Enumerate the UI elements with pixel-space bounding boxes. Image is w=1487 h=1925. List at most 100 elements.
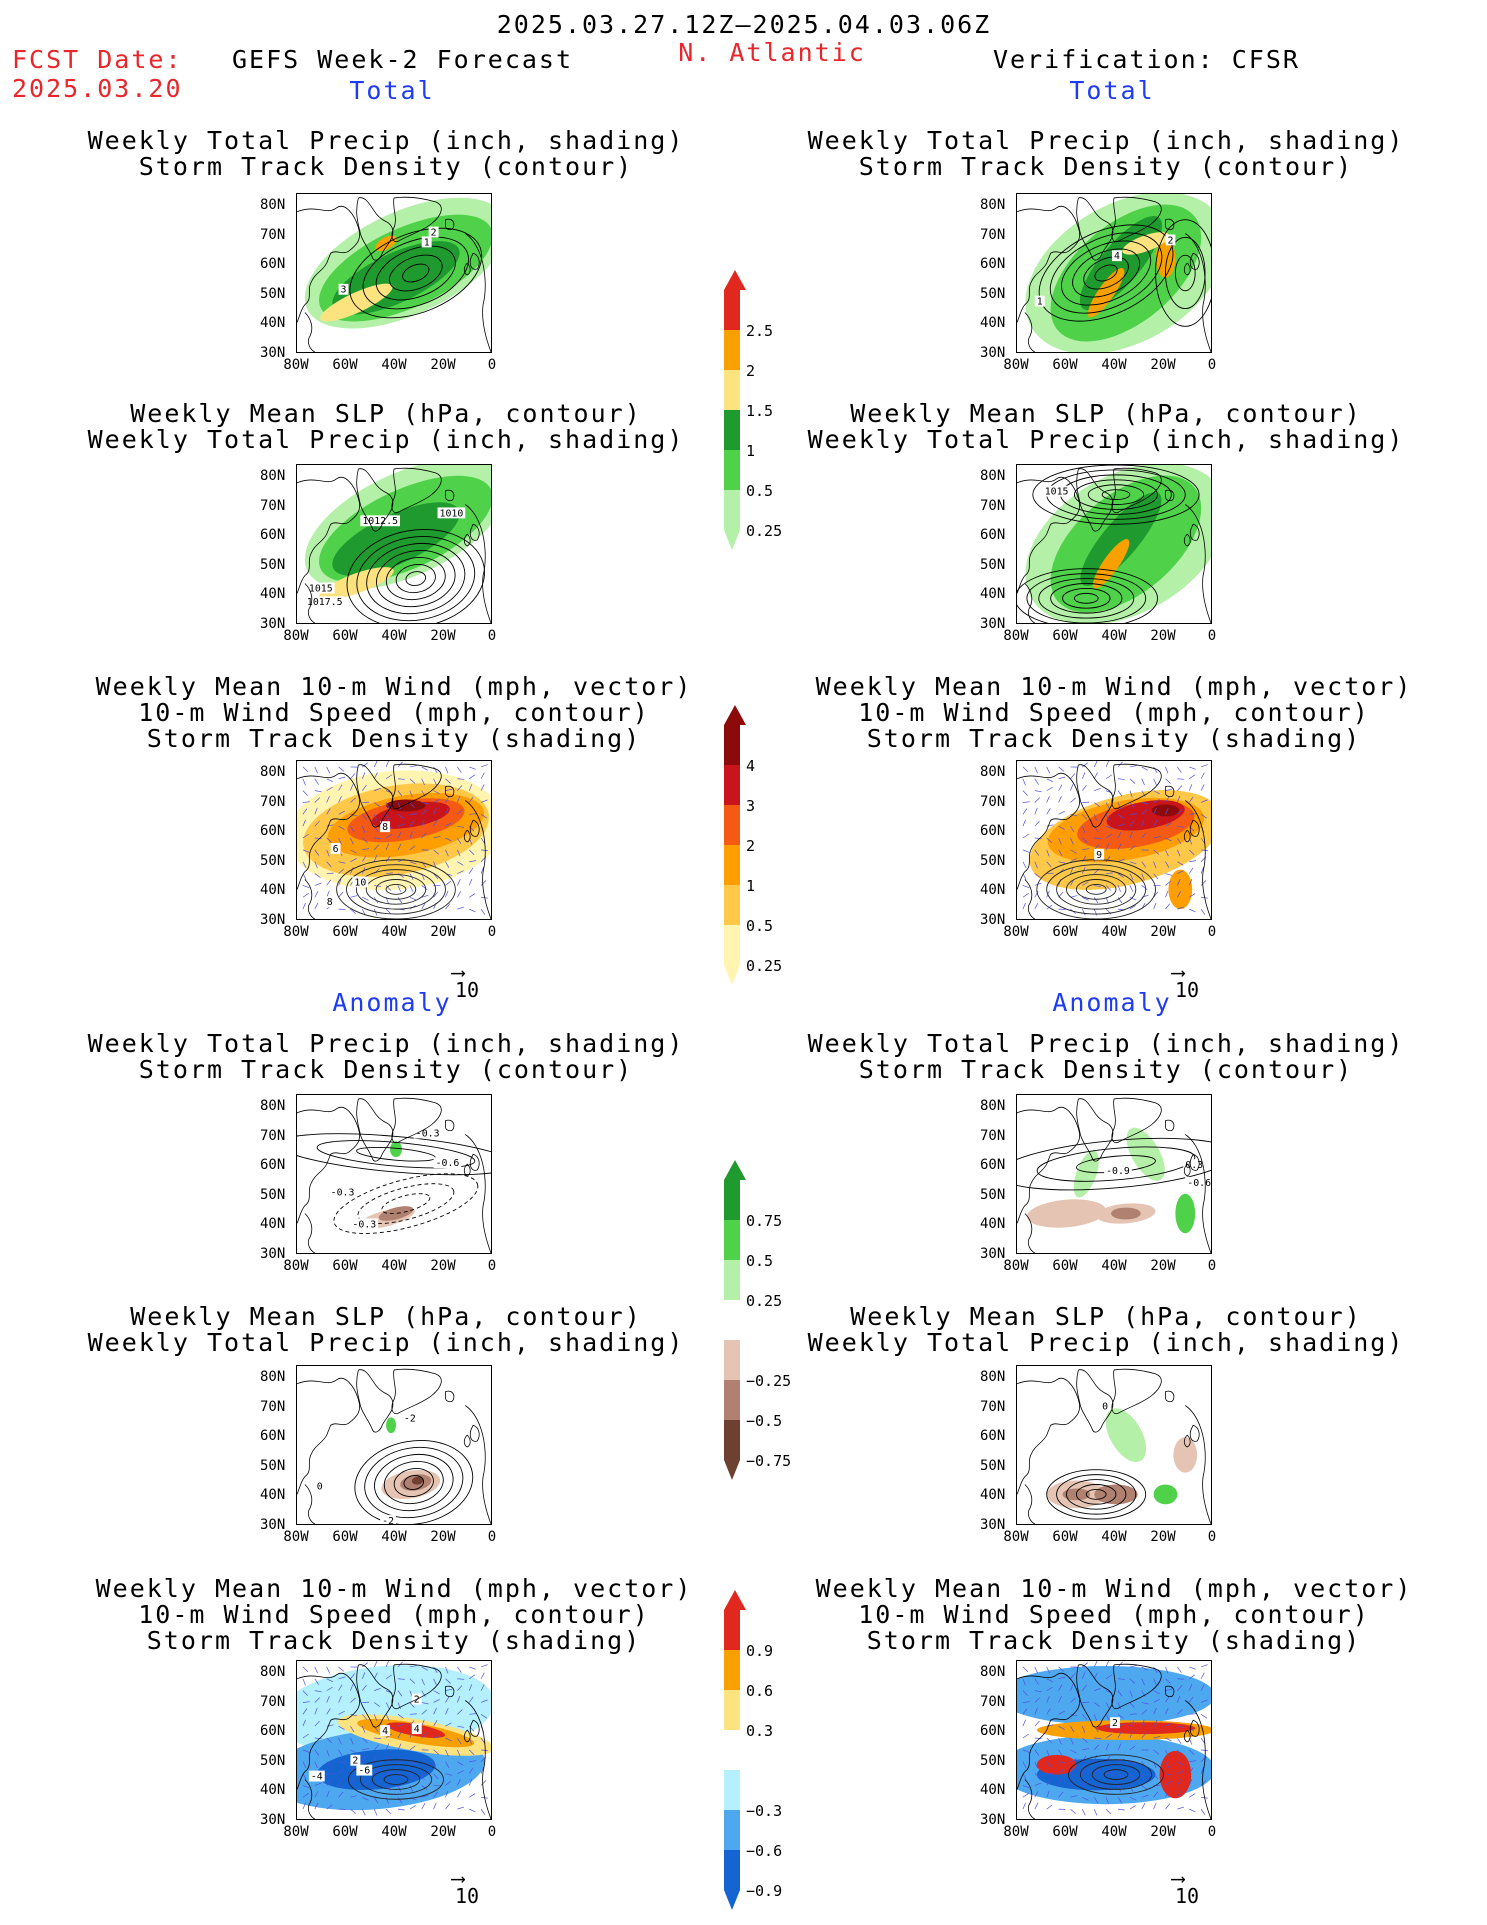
colorbar-segment [724, 845, 740, 885]
lon-tick-label: 60W [332, 1258, 358, 1274]
colorbar-segment [724, 1340, 740, 1380]
svg-text:-0.6: -0.6 [1187, 1178, 1211, 1189]
lat-tick-label: 50N [980, 1457, 1006, 1474]
lon-tick-label: 40W [1101, 357, 1127, 373]
lat-tick-label: 30N [260, 911, 286, 928]
lat-tick-label: 80N [980, 1369, 1006, 1385]
colorbar-precip-total-swatches [724, 270, 746, 550]
lon-tick-label: 0 [1207, 1529, 1217, 1545]
svg-text:6: 6 [333, 844, 339, 855]
lon-tick-label: 60W [1052, 924, 1078, 940]
lat-tick-label: 60N [260, 1157, 286, 1173]
lat-tick-label: 70N [260, 497, 286, 514]
lat-tick-label: 30N [980, 911, 1006, 928]
map-fcst-wind-track: 8 6 10 8 [296, 760, 492, 920]
map-verif-anom-precip-track: -0.9 0.3 -0.6 [1016, 1094, 1212, 1254]
lat-tick-label: 80N [260, 468, 286, 484]
lat-tick-label: 30N [980, 1516, 1006, 1533]
lon-tick-label: 0 [1207, 628, 1217, 644]
colorbar-segment [724, 410, 740, 450]
lon-tick-label: 80W [1003, 1529, 1029, 1545]
lon-tick-label: 20W [1150, 1824, 1176, 1840]
vector-ref-arrow-verif: ⟶ [1172, 960, 1185, 984]
map-verif-slp-precip: 1015 [1016, 464, 1212, 624]
map-fcst-slp-precip: 1012.5 1010 1015 1017.5 [296, 464, 492, 624]
lat-tick-label: 50N [260, 1186, 286, 1203]
lon-tick-label: 20W [430, 1258, 456, 1274]
lon-tick-label: 0 [1207, 1824, 1217, 1840]
region-title: N. Atlantic [678, 38, 866, 67]
lon-tick-label: 0 [487, 628, 497, 644]
lat-tick-label: 60N [260, 256, 286, 272]
lat-tick-label: 80N [260, 1664, 286, 1680]
title-fcst-anom-slp-precip: Weekly Mean SLP (hPa, contour) Weekly To… [87, 1302, 685, 1357]
lon-tick-label: 0 [487, 1824, 497, 1840]
svg-text:1010: 1010 [440, 508, 464, 519]
lon-tick-label: 40W [1101, 1824, 1127, 1840]
svg-text:2: 2 [431, 227, 437, 238]
verification-title: Verification: CFSR [993, 45, 1300, 74]
lat-tick-label: 60N [980, 1723, 1006, 1739]
title-fcst-slp-precip: Weekly Mean SLP (hPa, contour) Weekly To… [87, 399, 685, 454]
lon-tick-label: 0 [487, 1529, 497, 1545]
colorbar-segment [724, 1690, 740, 1730]
svg-text:8: 8 [382, 822, 388, 833]
title-verif-anom-slp-precip: Weekly Mean SLP (hPa, contour) Weekly To… [807, 1302, 1405, 1357]
lat-tick-label: 40N [260, 586, 286, 602]
lon-tick-label: 60W [332, 924, 358, 940]
colorbar-segment [724, 1650, 740, 1690]
svg-text:0.3: 0.3 [1185, 1160, 1203, 1171]
lat-tick-label: 30N [980, 1245, 1006, 1262]
colorbar-label: 0.5 [746, 1252, 774, 1270]
colorbar-segment [724, 1420, 740, 1460]
section-anomaly-right: Anomaly [1052, 988, 1172, 1017]
lon-tick-label: 20W [1150, 924, 1176, 940]
lat-tick-label: 50N [980, 556, 1006, 573]
lat-tick-label: 70N [260, 1127, 286, 1144]
lat-tick-label: 30N [980, 615, 1006, 632]
lon-tick-label: 60W [332, 1824, 358, 1840]
lat-tick-label: 50N [260, 285, 286, 302]
lon-tick-label: 0 [487, 1258, 497, 1274]
lat-tick-label: 80N [260, 764, 286, 780]
lat-tick-label: 40N [260, 315, 286, 331]
lon-tick-label: 40W [381, 924, 407, 940]
svg-text:1: 1 [424, 237, 430, 248]
svg-text:1: 1 [1037, 297, 1043, 308]
lat-tick-label: 40N [980, 882, 1006, 898]
lon-tick-label: 80W [1003, 628, 1029, 644]
lon-tick-label: 80W [1003, 357, 1029, 373]
svg-text:4: 4 [1114, 251, 1120, 262]
map-graphic: -2 0 -2 [297, 1368, 491, 1524]
colorbar-label: 0.25 [746, 1292, 783, 1310]
svg-text:2: 2 [414, 1694, 420, 1705]
svg-text:1012.5: 1012.5 [362, 516, 398, 527]
lat-tick-label: 40N [980, 1487, 1006, 1503]
svg-text:-0.3: -0.3 [331, 1188, 355, 1199]
lon-tick-label: 20W [430, 1824, 456, 1840]
colorbar-label: 1.5 [746, 402, 774, 420]
svg-text:-6: -6 [358, 1766, 370, 1777]
svg-text:-0.3: -0.3 [352, 1219, 376, 1230]
colorbar-label: 1 [746, 442, 756, 460]
lat-tick-label: 60N [980, 823, 1006, 839]
colorbar-label: 0.25 [746, 522, 783, 540]
lon-tick-label: 0 [487, 357, 497, 373]
svg-text:0: 0 [317, 1481, 323, 1492]
lat-tick-label: 60N [980, 1157, 1006, 1173]
colorbar-segment [724, 490, 740, 530]
svg-text:1015: 1015 [1045, 487, 1069, 498]
lat-tick-label: 50N [260, 852, 286, 869]
map-graphic: -0.9 0.3 -0.6 [1017, 1097, 1211, 1253]
vector-ref-arrow-fcst-anom: ⟶ [452, 1866, 465, 1890]
map-graphic: 2 [1017, 1661, 1211, 1819]
colorbar-label: 2 [746, 837, 756, 855]
lon-tick-label: 20W [430, 357, 456, 373]
model-title: GEFS Week-2 Forecast [232, 45, 574, 74]
map-graphic: 9 [1017, 761, 1211, 919]
map-verif-anom-slp-precip: 0 [1016, 1365, 1212, 1525]
lat-tick-label: 30N [260, 344, 286, 361]
map-graphic: 4 2 1 [1017, 194, 1211, 352]
colorbar-label: 2.5 [746, 322, 774, 340]
lon-tick-label: 40W [1101, 924, 1127, 940]
